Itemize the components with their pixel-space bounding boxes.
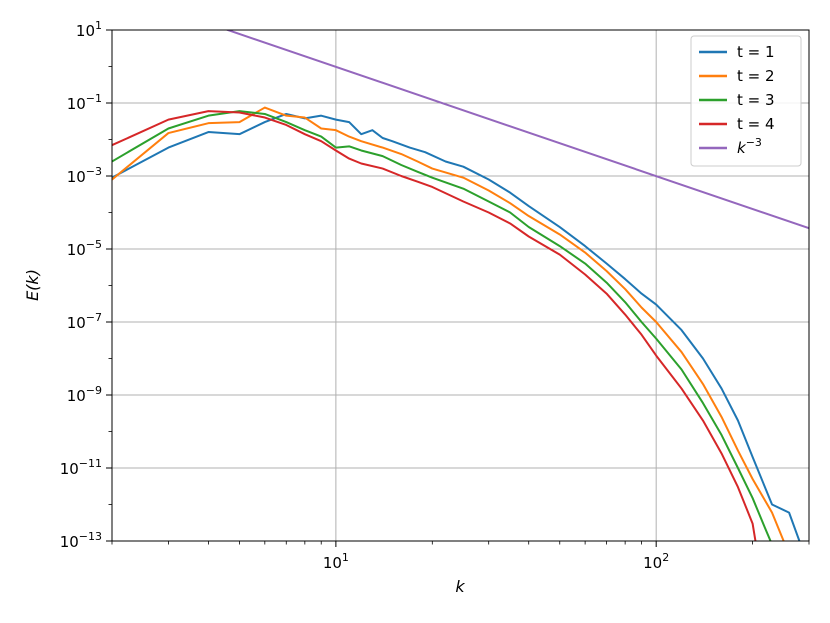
y-tick-label: 10−5 <box>67 238 102 259</box>
y-tick-label: 10−9 <box>67 384 102 405</box>
tick-exponent: −11 <box>79 457 102 470</box>
x-tick-label: 101 <box>323 551 349 572</box>
y-tick-label: 101 <box>76 19 102 40</box>
series-line-5 <box>226 30 809 230</box>
y-tick-label: 10−1 <box>67 92 102 113</box>
legend-label: t = 2 <box>737 67 775 85</box>
tick-base: 10 <box>76 22 95 40</box>
tick-base: 10 <box>67 314 86 332</box>
series-line-2 <box>112 106 785 541</box>
tick-exponent: −7 <box>86 311 102 324</box>
tick-exponent: −13 <box>79 530 102 543</box>
legend-label: k−3 <box>737 136 762 157</box>
tick-base: 10 <box>67 387 86 405</box>
tick-exponent: −9 <box>86 384 102 397</box>
y-tick-label: 10−7 <box>67 311 102 332</box>
tick-base: 10 <box>67 95 86 113</box>
y-tick-label: 10−3 <box>67 165 102 186</box>
y-tick-label: 10−11 <box>60 457 102 478</box>
tick-base: 10 <box>60 460 79 478</box>
x-tick-label: 102 <box>643 551 669 572</box>
legend-label-exponent: −3 <box>746 136 762 149</box>
legend-label: t = 1 <box>737 43 775 61</box>
series-group <box>112 30 809 541</box>
x-axis-label: k <box>455 577 465 596</box>
y-tick-label: 10−13 <box>60 530 102 551</box>
series-line-3 <box>112 110 772 541</box>
tick-base: 10 <box>323 554 342 572</box>
tick-base: 10 <box>67 168 86 186</box>
tick-exponent: −1 <box>86 92 102 105</box>
tick-base: 10 <box>67 241 86 259</box>
tick-base: 10 <box>643 554 662 572</box>
legend: t = 1 t = 2 t = 3 t = 4 k−3 <box>690 35 802 167</box>
legend-label: t = 3 <box>737 91 775 109</box>
tick-exponent: 1 <box>95 19 102 32</box>
y-axis-label: E(k) <box>23 269 42 301</box>
tick-exponent: 2 <box>662 551 669 564</box>
legend-label: t = 4 <box>737 115 775 133</box>
series-line-4 <box>112 110 757 541</box>
legend-box <box>690 35 802 167</box>
tick-exponent: −5 <box>86 238 102 251</box>
legend-label-base: k <box>737 139 747 157</box>
tick-exponent: 1 <box>342 551 349 564</box>
tick-base: 10 <box>60 533 79 551</box>
tick-exponent: −3 <box>86 165 102 178</box>
